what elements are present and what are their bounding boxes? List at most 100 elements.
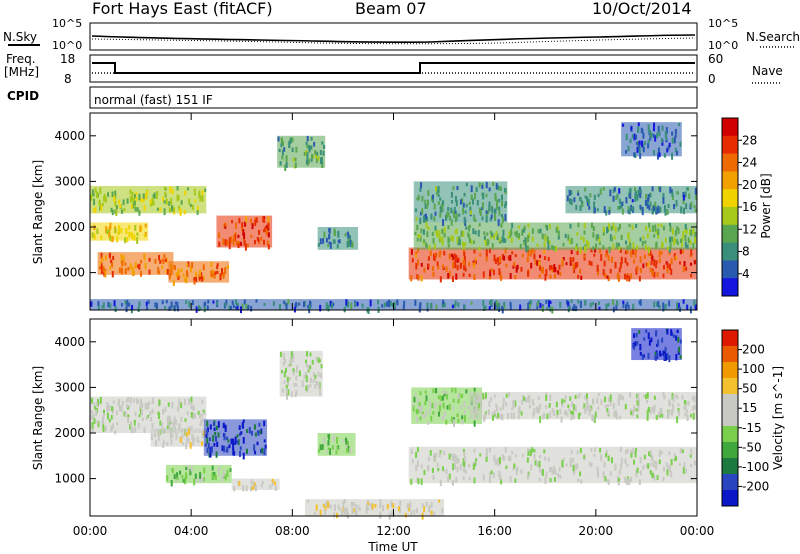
power-colorbar-tick-label: 8 [742, 245, 750, 259]
velocity-patch [203, 419, 268, 460]
velocity-colorbar-swatch [722, 394, 738, 411]
site-title: Fort Hays East (fitACF) [92, 0, 273, 18]
freq-panel: Freq. [MHz] 18 8 60 0 Nave [4, 52, 783, 86]
nave-tick-bottom: 0 [708, 72, 716, 86]
power-patch [97, 252, 174, 278]
beam-label: Beam 07 [355, 0, 427, 18]
power-colorbar-tick-label: 16 [742, 200, 757, 214]
power-colorbar-swatch [722, 118, 738, 137]
velocity-colorbar-swatch [722, 426, 738, 443]
cpid-text: normal (fast) 151 IF [94, 93, 213, 107]
velocity-colorbar-tick-label: 50 [742, 382, 757, 396]
power-patch [90, 222, 149, 244]
velocity-patch [469, 391, 697, 424]
power-patch [413, 222, 697, 254]
power-patch [168, 261, 230, 286]
power-colorbar-swatch [722, 224, 738, 244]
velocity-colorbar-swatch [722, 378, 738, 395]
power-colorbar-tick-label: 28 [742, 133, 757, 147]
velocity-colorbar-swatch [722, 474, 738, 491]
velocity-colorbar-frame [721, 329, 739, 507]
power-colorbar-tick-label: 12 [742, 222, 757, 236]
nsearch-tick-top: 10^5 [708, 17, 738, 30]
power-ytick-label: 2000 [54, 220, 85, 234]
power-colorbar-label: Power [dB] [759, 173, 773, 238]
velocity-colorbar-swatch [722, 442, 738, 459]
power-colorbar-swatch [722, 189, 738, 208]
velocity-colorbar: 200 100 50 15 -15 -50 -100 -200 [721, 329, 769, 507]
velocity-patch [165, 464, 232, 487]
power-patch [621, 122, 682, 160]
velocity-ylabel: Slant Range [km] [31, 366, 45, 470]
freq-trace [92, 62, 695, 74]
power-colorbar-tick-label: 4 [742, 267, 750, 281]
power-yticks: 1000 2000 3000 4000 [54, 129, 697, 280]
x-tick-label: 08:00 [275, 524, 310, 538]
velocity-patch [408, 446, 697, 487]
cpid-panel: CPID normal (fast) 151 IF [7, 86, 698, 109]
power-xticks [89, 113, 698, 310]
power-colorbar-swatch [722, 278, 738, 297]
freq-label-line2: [MHz] [4, 65, 39, 79]
velocity-patch [279, 350, 323, 400]
power-colorbar-tick-label: 24 [742, 156, 757, 170]
velocity-colorbar-swatch [722, 458, 738, 475]
velocity-ytick-label: 3000 [54, 380, 85, 394]
power-patch [408, 247, 697, 283]
velocity-patch [631, 328, 682, 363]
velocity-colorbar-tick-label: -100 [742, 460, 769, 474]
velocity-ytick-label: 1000 [54, 472, 85, 486]
velocity-colorbar-tick-label: 15 [742, 401, 757, 415]
velocity-patch [304, 499, 445, 520]
freq-label-line1: Freq. [6, 52, 36, 66]
power-patch [413, 181, 508, 227]
power-colorbar-swatch [722, 260, 738, 279]
nsky-tick-top: 10^5 [52, 17, 82, 30]
velocity-colorbar-swatch [722, 362, 738, 379]
power-patch [565, 185, 697, 216]
velocity-patch [317, 433, 356, 456]
velocity-colorbar-tick-label: 100 [742, 362, 765, 376]
power-patch [317, 227, 359, 250]
power-patch [90, 185, 207, 217]
nave-tick-top: 60 [708, 52, 723, 66]
nsky-trace [91, 34, 696, 44]
x-tick-label: 04:00 [174, 524, 209, 538]
power-colorbar-swatch [722, 207, 738, 226]
x-tick-label: 20:00 [579, 524, 614, 538]
date-label: 10/Oct/2014 [592, 0, 692, 18]
power-colorbar-swatch [722, 153, 738, 172]
nsearch-tick-bottom: 10^0 [708, 39, 738, 52]
power-panel: 1000 2000 3000 4000 Slant Range [km] [31, 112, 698, 314]
freq-tick-top: 18 [60, 52, 75, 66]
velocity-colorbar-swatch [722, 330, 738, 347]
velocity-colorbar-tick-label: -50 [742, 440, 762, 454]
velocity-colorbar-swatch [722, 346, 738, 363]
nsky-label: N.Sky [3, 30, 37, 44]
velocity-colorbar-tick-label: -200 [742, 479, 769, 493]
x-tick-label: 00:00 [73, 524, 108, 538]
power-colorbar: 4 8 12 16 20 24 28 [721, 117, 757, 297]
power-patch [277, 135, 326, 171]
x-tick-labels: 00:00 04:00 08:00 12:00 16:00 20:00 00:00 [73, 524, 715, 538]
power-colorbar-swatch [722, 171, 738, 190]
freq-tick-bottom: 8 [64, 72, 72, 86]
power-colorbar-swatch [722, 135, 738, 155]
velocity-colorbar-tick-label: -15 [742, 421, 762, 435]
x-tick-label: 00:00 [680, 524, 715, 538]
velocity-colorbar-tick-label: 200 [742, 343, 765, 357]
power-ylabel: Slant Range [km] [31, 160, 45, 264]
power-colorbar-swatch [722, 242, 738, 261]
x-tick-label: 16:00 [477, 524, 512, 538]
power-patch [216, 215, 273, 251]
power-colorbar-tick-label: 20 [742, 178, 757, 192]
velocity-patch [150, 428, 207, 450]
velocity-patches [90, 328, 697, 520]
velocity-colorbar-swatch [722, 410, 738, 427]
power-ytick-label: 1000 [54, 266, 85, 280]
x-axis-title: Time UT [367, 540, 418, 554]
power-ytick-label: 4000 [54, 129, 85, 143]
x-tick-label: 12:00 [376, 524, 411, 538]
nave-label: Nave [752, 64, 783, 78]
